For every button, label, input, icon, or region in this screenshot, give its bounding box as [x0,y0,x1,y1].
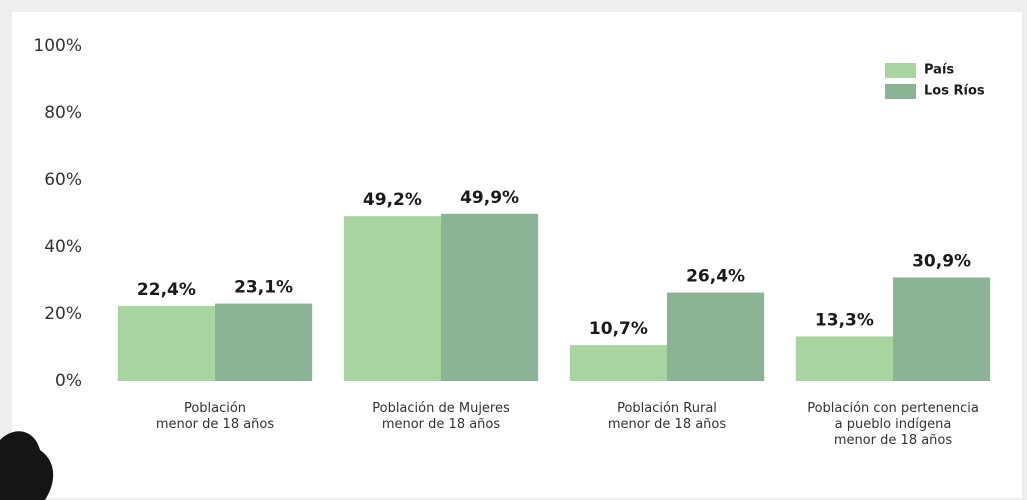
bar [795,336,893,381]
x-tick-line: menor de 18 años [608,417,727,432]
bar [441,213,539,381]
x-tick-line: Población Rural [617,401,717,416]
x-tick-label: Población menor de 18 años [156,401,275,432]
data-label: 49,2% [363,190,422,210]
legend-swatch [885,63,916,78]
x-tick-line: menor de 18 años [382,417,501,432]
bar [893,277,991,381]
x-tick-line: Población de Mujeres [372,401,510,416]
x-tick-line: menor de 18 años [834,433,953,448]
data-label: 22,4% [137,280,196,300]
bar [117,305,215,381]
bar [215,303,313,381]
x-tick-line: menor de 18 años [156,417,275,432]
x-tick-label: Población con pertenencia a pueblo indíge… [807,401,979,448]
decoration [0,431,54,500]
x-tick-line: a pueblo indígena [835,417,952,432]
y-tick-label: 100% [33,36,82,56]
bar [569,345,667,381]
y-tick-label: 40% [44,237,82,257]
data-label: 49,9% [460,188,519,208]
x-tick-line: Población [184,401,246,416]
data-label: 26,4% [686,267,745,287]
data-label: 30,9% [912,251,971,271]
bar [343,216,441,381]
y-tick-label: 0% [55,371,82,391]
legend-swatch [885,84,916,99]
legend-label: Los Ríos [924,84,985,99]
x-tick-line: Población con pertenencia [807,401,979,416]
data-label: 10,7% [589,319,648,339]
x-tick-label: Población Rural menor de 18 años [608,401,727,432]
bar [667,292,765,381]
y-tick-label: 60% [44,170,82,190]
y-tick-label: 20% [44,304,82,324]
legend-label: País [924,63,954,78]
data-label: 23,1% [234,278,293,298]
data-label: 13,3% [815,310,874,330]
y-tick-label: 80% [44,103,82,123]
x-tick-label: Población de Mujeres menor de 18 años [372,401,510,432]
